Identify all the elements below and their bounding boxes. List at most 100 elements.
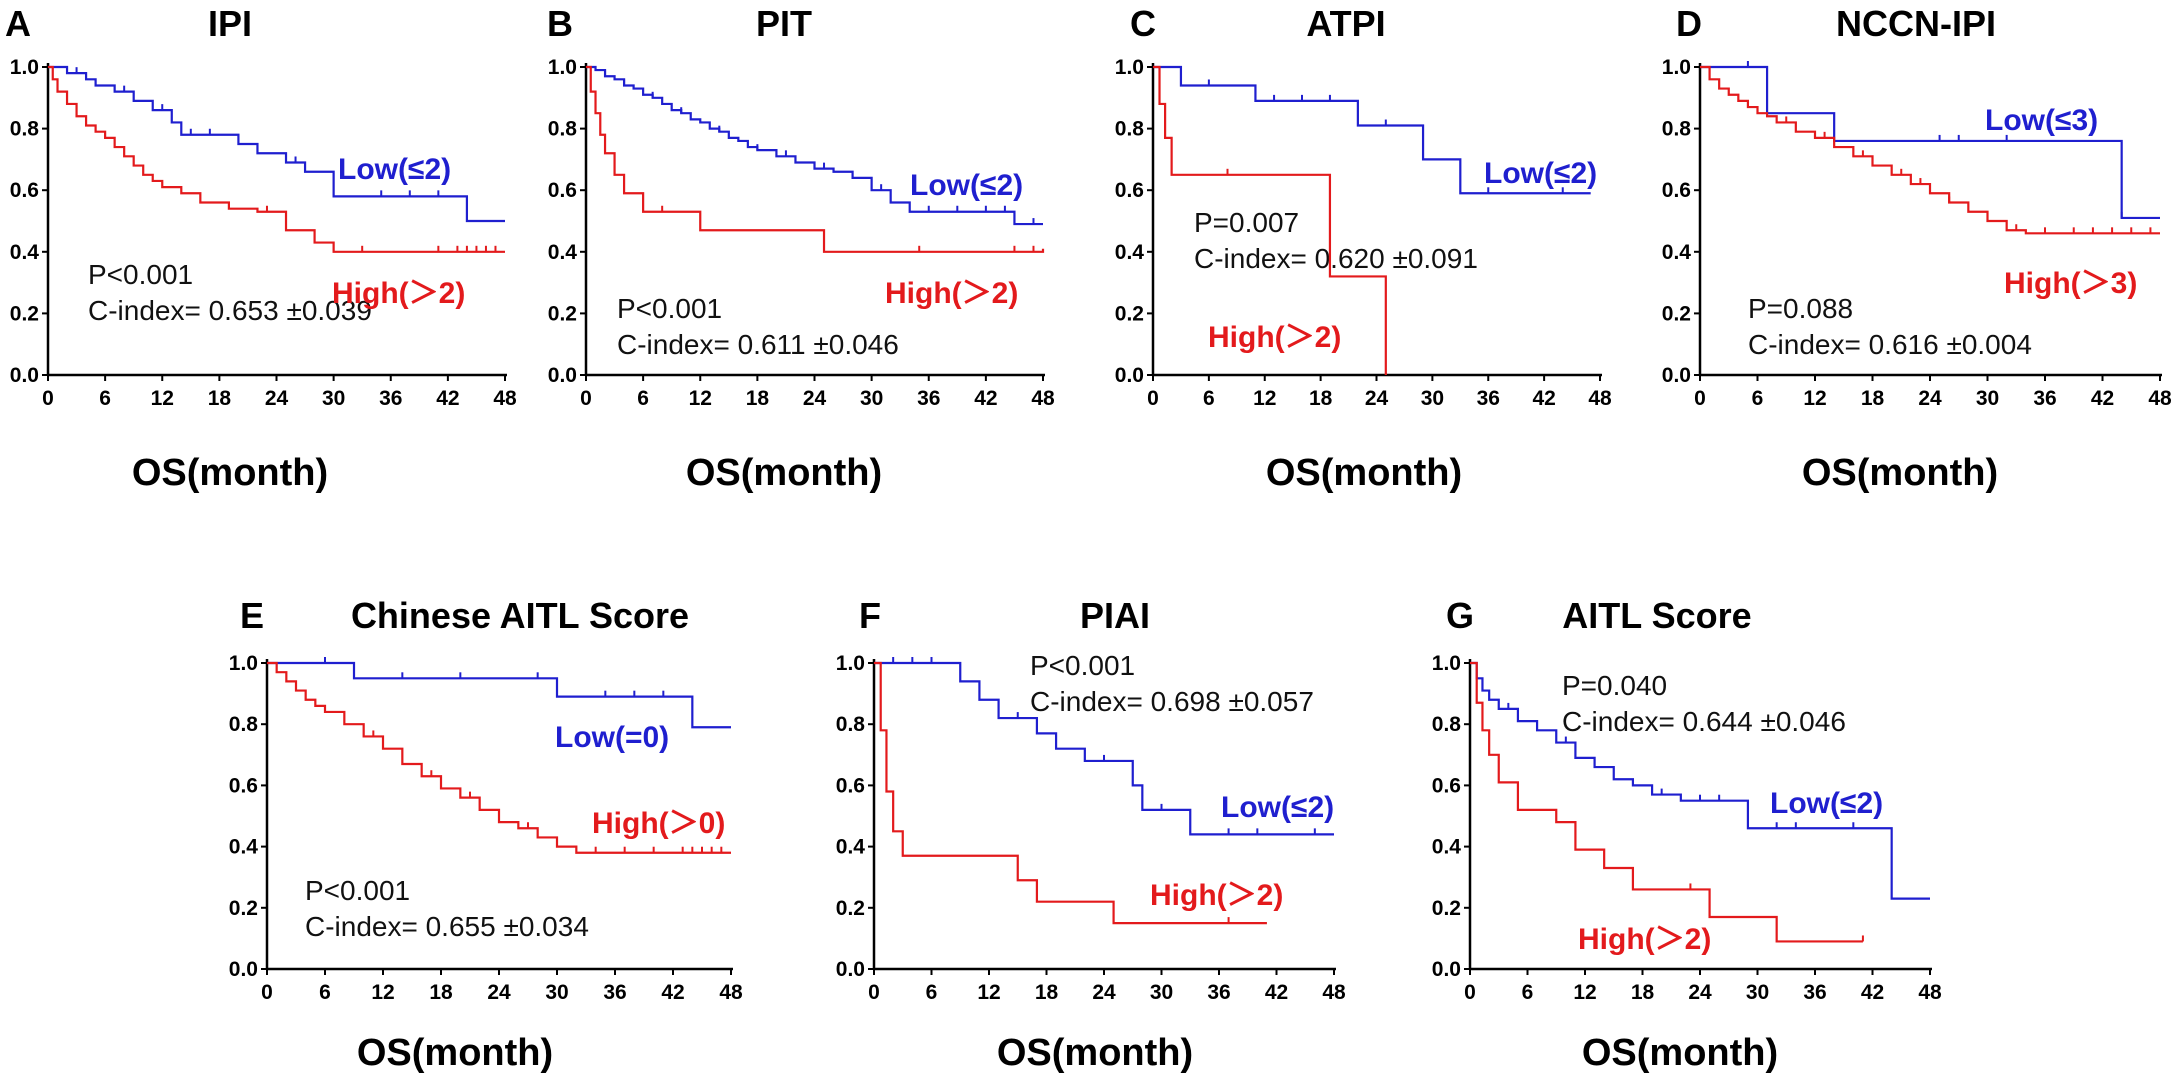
km-curve-high xyxy=(48,65,505,253)
x-tick-label: 0 xyxy=(1147,387,1159,410)
group-label-low: Low(≤2) xyxy=(910,169,1023,202)
x-tick-label: 30 xyxy=(1976,387,1999,410)
group-label-high: High(＞2) xyxy=(1150,879,1283,912)
y-tick-label: 0.0 xyxy=(548,364,577,387)
chart-title: Chinese AITL Score xyxy=(351,595,689,636)
y-tick-label: 0.2 xyxy=(1432,897,1461,920)
group-label-low: Low(≤3) xyxy=(1985,104,2098,137)
x-tick-label: 48 xyxy=(1031,387,1055,410)
x-tick-label: 6 xyxy=(1752,387,1764,410)
x-tick-label: 24 xyxy=(1365,387,1389,410)
x-tick-label: 48 xyxy=(719,981,743,1004)
y-tick-label: 1.0 xyxy=(1115,56,1144,79)
c-index-text: C-index= 0.655 ±0.034 xyxy=(305,911,589,942)
y-tick-label: 0.8 xyxy=(229,713,259,736)
y-tick-label: 0.6 xyxy=(548,179,577,202)
x-tick-label: 30 xyxy=(545,981,568,1004)
x-axis-label: OS(month) xyxy=(357,1032,553,1074)
group-label-high: High(＞2) xyxy=(1578,923,1711,956)
km-curve-high xyxy=(267,661,731,854)
c-index-text: C-index= 0.644 ±0.046 xyxy=(1562,706,1846,737)
x-tick-label: 12 xyxy=(689,387,712,410)
x-tick-label: 12 xyxy=(1573,981,1596,1004)
y-tick-label: 0.4 xyxy=(836,836,866,859)
x-tick-label: 36 xyxy=(1803,981,1826,1004)
x-tick-label: 0 xyxy=(868,981,880,1004)
panel-f: F PIAI 0.0 0.2 0.4 0.6 0.8 1.0 0 6 12 18 24 30 36 42 48 O… xyxy=(836,595,1346,1074)
y-tick-label: 0.0 xyxy=(1432,958,1461,981)
km-curve-high xyxy=(874,661,1267,925)
p-value-text: P=0.040 xyxy=(1562,670,1667,701)
x-tick-label: 6 xyxy=(1203,387,1215,410)
km-curve-low xyxy=(48,65,505,223)
x-axis-label: OS(month) xyxy=(1802,452,1998,494)
x-tick-label: 12 xyxy=(151,387,174,410)
group-label-low: Low(≤2) xyxy=(1221,791,1334,824)
x-tick-label: 42 xyxy=(661,981,684,1004)
x-tick-label: 24 xyxy=(1092,981,1116,1004)
x-tick-label: 0 xyxy=(261,981,273,1004)
y-tick-label: 1.0 xyxy=(836,652,865,675)
x-tick-label: 18 xyxy=(429,981,453,1004)
chart-title: PIT xyxy=(756,3,812,44)
y-tick-label: 0.6 xyxy=(229,774,258,797)
km-curve-low xyxy=(874,661,1334,836)
x-tick-label: 12 xyxy=(1803,387,1826,410)
x-axis-label: OS(month) xyxy=(132,452,328,494)
km-curve-high xyxy=(1470,661,1863,943)
y-tick-label: 0.0 xyxy=(10,364,39,387)
c-index-text: C-index= 0.611 ±0.046 xyxy=(617,329,899,360)
x-tick-label: 36 xyxy=(379,387,402,410)
x-tick-label: 0 xyxy=(580,387,592,410)
c-index-text: C-index= 0.698 ±0.057 xyxy=(1030,686,1314,717)
chart-title: IPI xyxy=(208,3,252,44)
chart-title: PIAI xyxy=(1080,595,1150,636)
panel-letter: A xyxy=(5,3,31,44)
x-tick-label: 12 xyxy=(1253,387,1276,410)
x-tick-label: 36 xyxy=(917,387,940,410)
group-label-low: Low(=0) xyxy=(555,721,669,754)
x-tick-label: 12 xyxy=(371,981,394,1004)
x-tick-label: 18 xyxy=(1309,387,1333,410)
y-tick-label: 1.0 xyxy=(10,56,39,79)
panel-letter: F xyxy=(859,595,881,636)
group-label-low: Low(≤2) xyxy=(1770,787,1883,820)
y-tick-label: 0.4 xyxy=(1432,836,1462,859)
p-value-text: P=0.088 xyxy=(1748,293,1853,324)
x-tick-label: 0 xyxy=(1464,981,1476,1004)
y-tick-label: 0.8 xyxy=(1662,118,1692,141)
y-tick-label: 1.0 xyxy=(1432,652,1461,675)
c-index-text: C-index= 0.620 ±0.091 xyxy=(1194,243,1478,274)
x-tick-label: 42 xyxy=(2091,387,2114,410)
km-curve-low xyxy=(1470,661,1930,900)
x-tick-label: 36 xyxy=(1477,387,1500,410)
x-tick-label: 18 xyxy=(1631,981,1655,1004)
x-tick-label: 18 xyxy=(1861,387,1885,410)
x-tick-label: 42 xyxy=(1265,981,1288,1004)
group-label-low: Low(≤2) xyxy=(338,153,451,186)
x-tick-label: 18 xyxy=(746,387,770,410)
x-tick-label: 30 xyxy=(860,387,883,410)
x-tick-label: 36 xyxy=(2033,387,2056,410)
y-tick-label: 0.4 xyxy=(1115,241,1145,264)
panel-letter: C xyxy=(1130,3,1156,44)
y-tick-label: 0.2 xyxy=(548,302,577,325)
km-curve-low xyxy=(1153,65,1591,195)
x-tick-label: 6 xyxy=(99,387,111,410)
x-tick-label: 48 xyxy=(493,387,517,410)
panel-d: D NCCN-IPI 0.0 0.2 0.4 0.6 0.8 1.0 0 6 12 18 24 30 36 4… xyxy=(1662,3,2172,494)
x-tick-label: 0 xyxy=(42,387,54,410)
x-tick-label: 30 xyxy=(1746,981,1769,1004)
group-label-low: Low(≤2) xyxy=(1484,157,1597,190)
x-tick-label: 24 xyxy=(1918,387,1942,410)
y-tick-label: 0.4 xyxy=(548,241,578,264)
y-tick-label: 0.8 xyxy=(10,118,40,141)
y-tick-label: 0.6 xyxy=(10,179,39,202)
y-tick-label: 0.0 xyxy=(836,958,865,981)
x-tick-label: 30 xyxy=(322,387,345,410)
x-tick-label: 36 xyxy=(1207,981,1230,1004)
km-curve-low xyxy=(586,65,1043,226)
x-tick-label: 24 xyxy=(803,387,827,410)
y-tick-label: 0.4 xyxy=(1662,241,1692,264)
